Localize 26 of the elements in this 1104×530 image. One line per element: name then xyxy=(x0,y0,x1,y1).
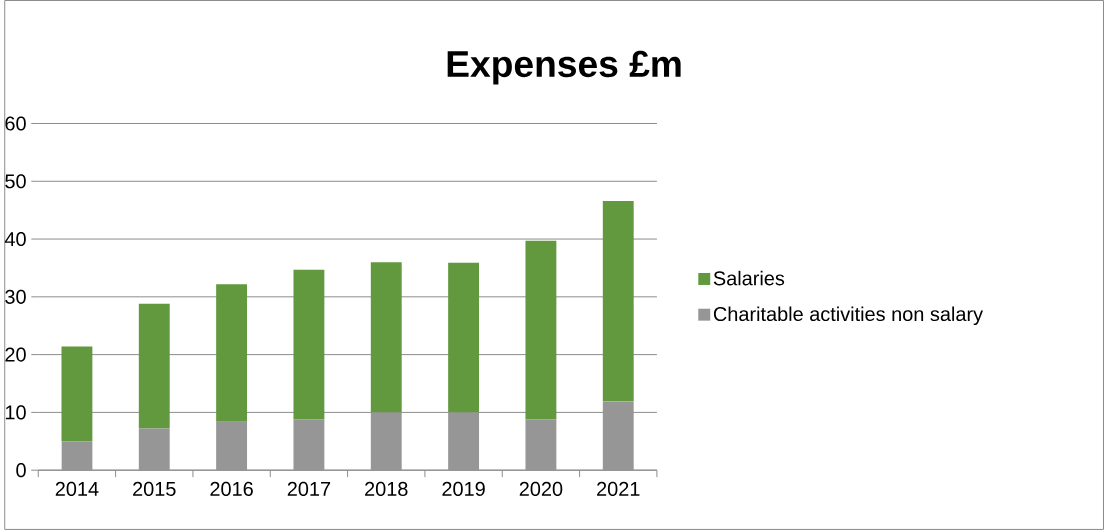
chart-title: Expenses £m xyxy=(447,50,681,85)
y-tick-label: 10 xyxy=(5,405,26,420)
y-tick-label: 20 xyxy=(5,347,26,362)
x-tick-label: 2017 xyxy=(287,481,331,496)
x-tick-label: 2014 xyxy=(55,481,99,496)
x-tick-label: 2020 xyxy=(519,481,563,496)
y-tick-label: 50 xyxy=(5,174,26,189)
y-tick-label: 60 xyxy=(5,116,26,131)
y-tick-label: 40 xyxy=(4,232,26,247)
bar xyxy=(448,262,480,413)
bar xyxy=(602,200,634,402)
bar xyxy=(216,284,248,422)
x-tick-label: 2021 xyxy=(597,481,640,496)
x-tick-label: 2015 xyxy=(133,481,176,496)
bar xyxy=(61,346,93,442)
bar xyxy=(138,303,170,429)
bar xyxy=(293,269,325,420)
bar xyxy=(525,240,557,420)
legend-label: Salaries xyxy=(713,270,785,286)
x-tick-label: 2019 xyxy=(442,481,485,496)
bar xyxy=(370,262,402,413)
legend-label: Charitable activities non salary xyxy=(713,306,984,326)
x-tick-label: 2018 xyxy=(365,481,408,496)
x-tick-label: 2016 xyxy=(210,481,253,496)
y-tick-label: 0 xyxy=(16,463,26,478)
y-tick-label: 30 xyxy=(5,289,26,304)
